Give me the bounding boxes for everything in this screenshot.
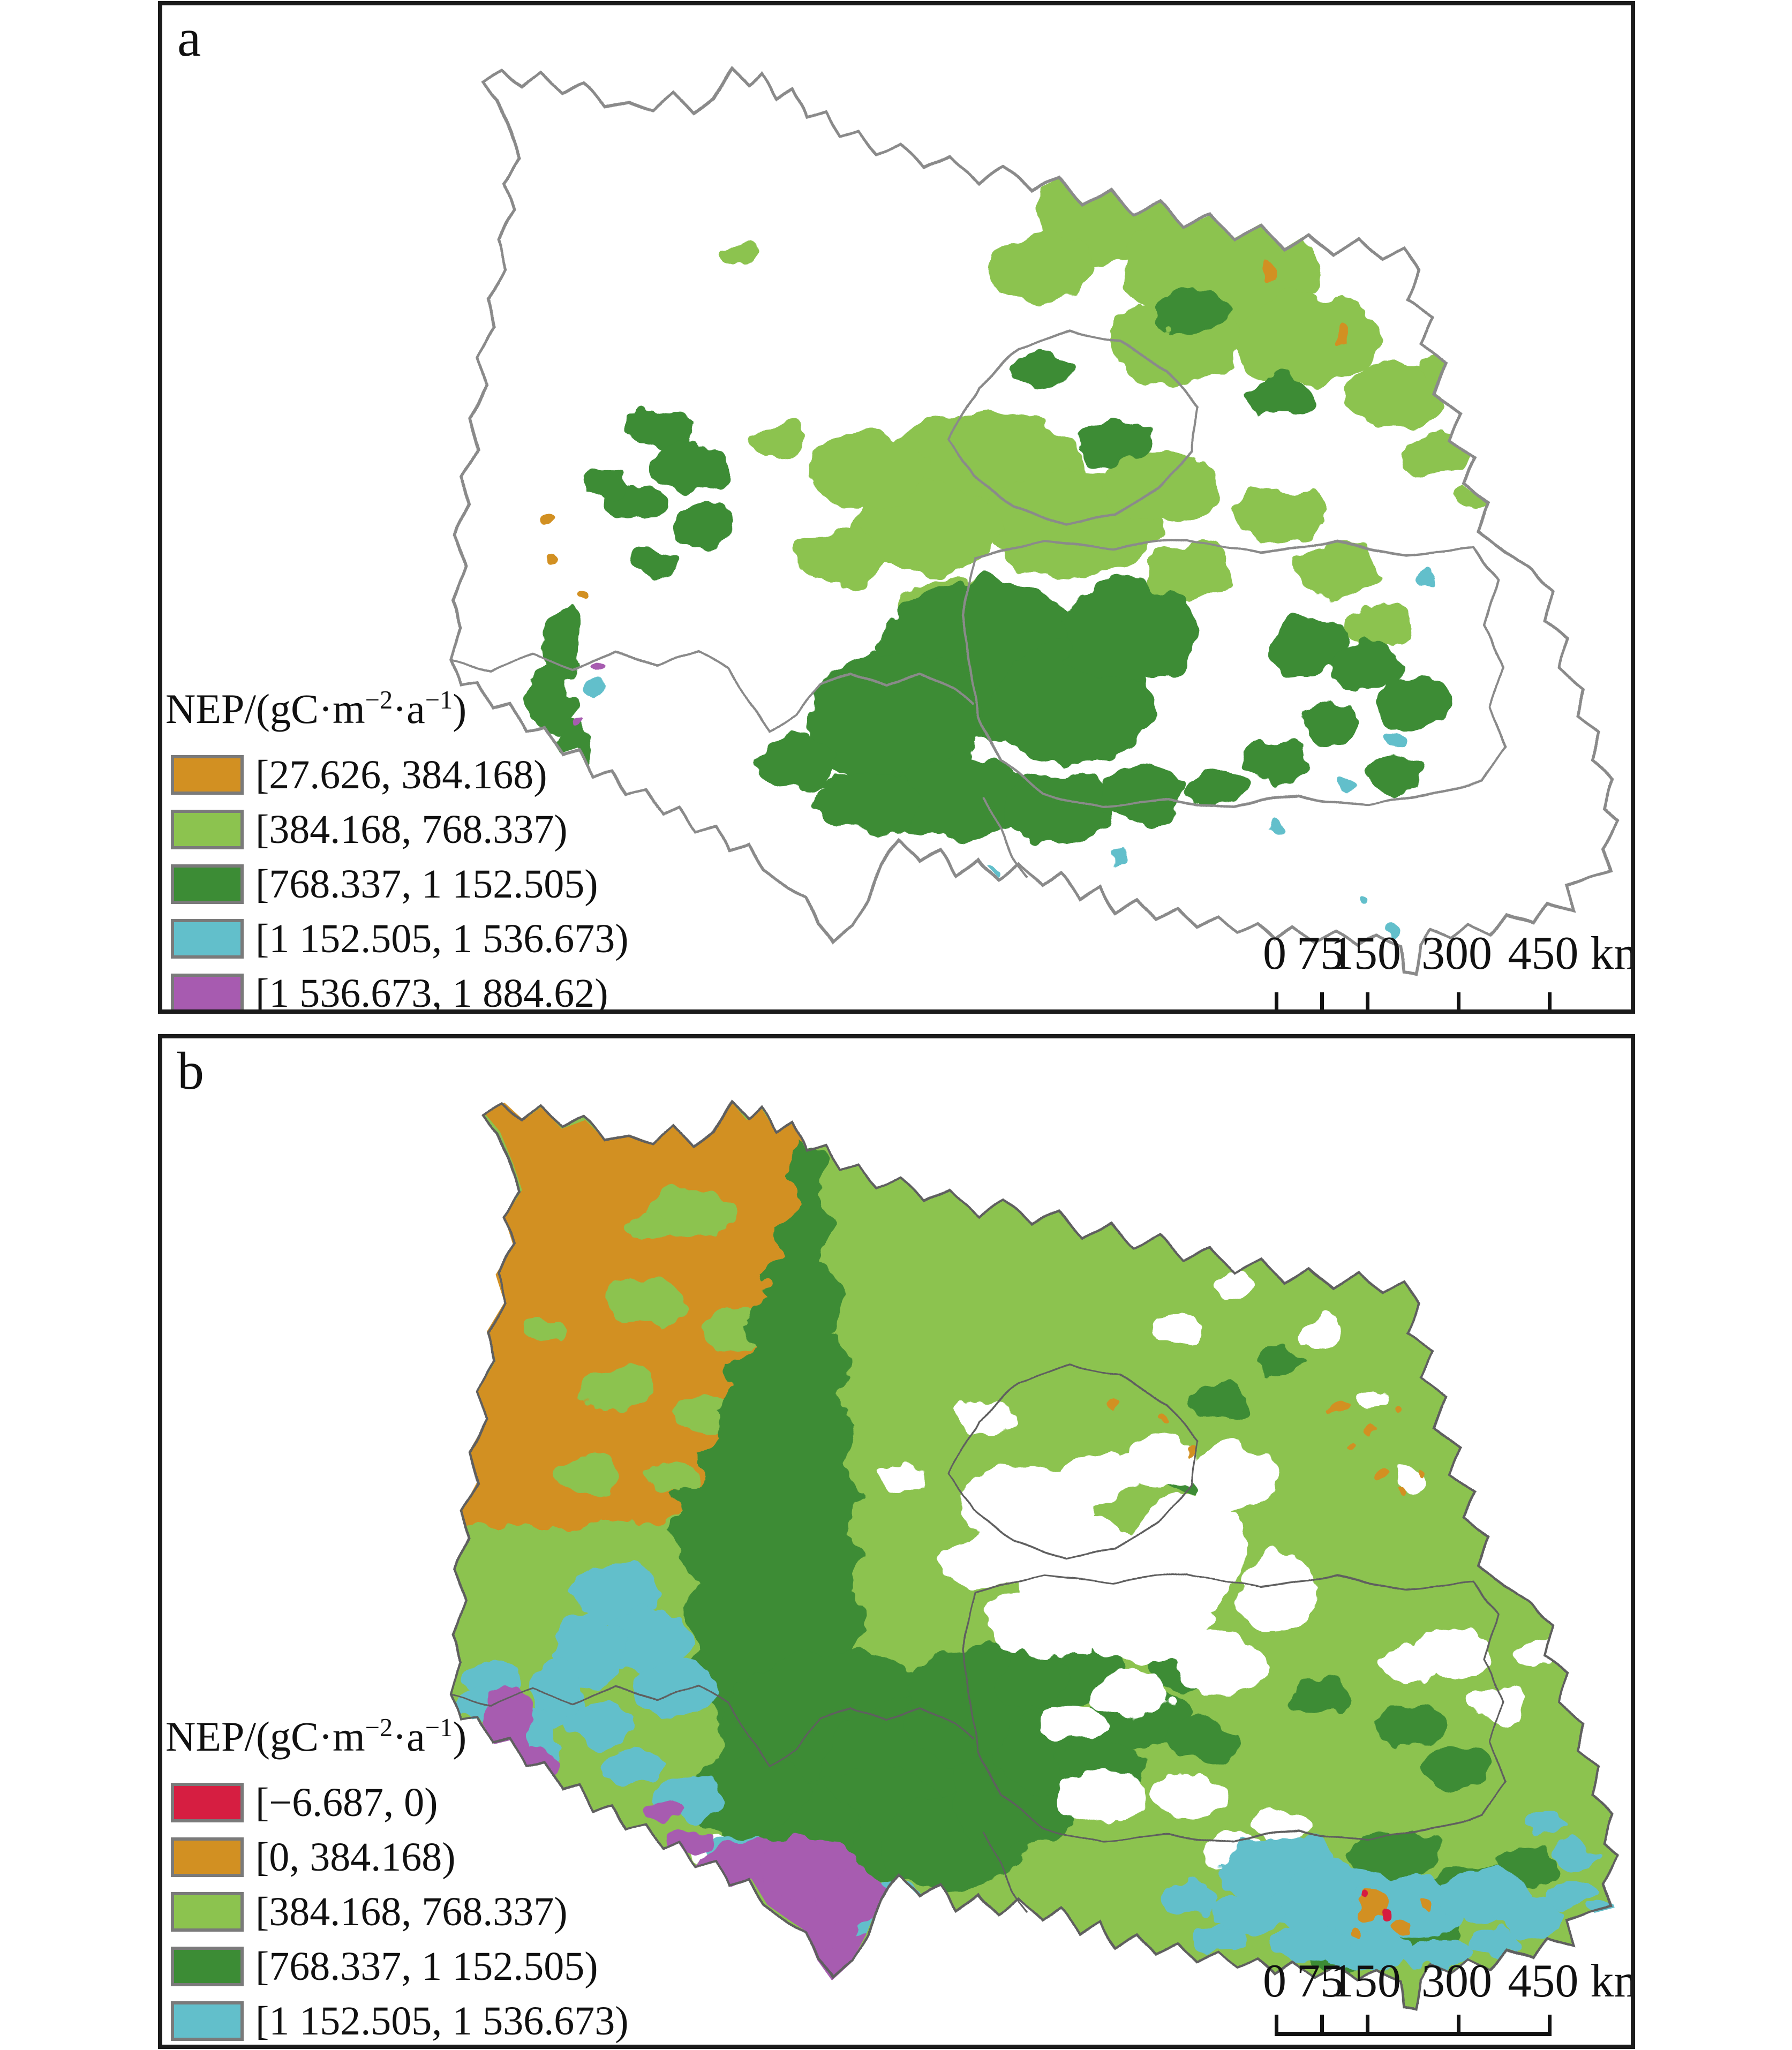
map-nep-vegetation xyxy=(162,1038,1631,2045)
panel-b: b NEP/(gC·m−2·a−1) [−6.687, 0) [0, 384.1… xyxy=(158,1034,1635,2049)
legend-item: [384.168, 768.337) xyxy=(165,1885,629,1939)
legend-title: NEP/(gC·m−2·a−1) xyxy=(165,1713,467,1760)
scale-label: 300 xyxy=(1421,928,1492,979)
scale-label: 450 km xyxy=(1508,1955,1631,2007)
legend-panel-b: NEP/(gC·m−2·a−1) [−6.687, 0) [0, 384.168… xyxy=(165,1702,629,2049)
scale-label: 75 xyxy=(1297,1955,1344,2007)
legend-item: [1 152.505, 1 536.673) xyxy=(165,1994,629,2045)
scale-label: 150 xyxy=(1330,928,1401,979)
legend-item: [384.168, 768.337) xyxy=(165,802,629,857)
legend-range: [1 152.505, 1 536.673) xyxy=(255,1998,629,2044)
legend-range: [1 536.673, 1 884.62) xyxy=(255,970,608,1014)
legend-item: [27.626, 384.168) xyxy=(165,748,629,802)
legend-item: [768.337, 1 152.505) xyxy=(165,857,629,911)
legend-swatch-cyan xyxy=(171,919,244,959)
legend-range: [768.337, 1 152.505) xyxy=(255,1943,598,1989)
scale-label: 450 km xyxy=(1508,928,1631,979)
scale-bar: 0 75 150 300 450 km xyxy=(1263,928,1631,1009)
scale-label: 0 xyxy=(1263,1955,1286,2007)
legend-item: [0, 384.168) xyxy=(165,1830,629,1885)
legend-swatch-dark-green xyxy=(171,1947,244,1986)
scale-label: 0 xyxy=(1263,928,1286,979)
legend-swatch-red xyxy=(171,1783,244,1822)
panel-label-a: a xyxy=(177,8,201,67)
legend-range: [768.337, 1 152.505) xyxy=(255,861,598,907)
map-nodata-white xyxy=(691,1261,1563,1874)
legend-range: [−6.687, 0) xyxy=(255,1780,438,1825)
legend-swatch-orange xyxy=(171,755,244,795)
map-nep-forest xyxy=(162,5,1631,1009)
legend-item: [1 536.673, 1 884.62) xyxy=(165,966,629,1014)
legend-range: [384.168, 768.337) xyxy=(255,807,568,852)
legend-range: [0, 384.168) xyxy=(255,1834,456,1880)
legend-swatch-light-green xyxy=(171,810,244,849)
legend-swatch-dark-green xyxy=(171,864,244,904)
panel-a: a NEP/(gC·m−2·a−1) [27.626, 384.168) [38… xyxy=(158,1,1635,1014)
map-red-specks xyxy=(1363,1896,1390,1919)
scale-bar-line xyxy=(1275,992,1552,1009)
legend-range: [27.626, 384.168) xyxy=(255,752,547,797)
scale-label: 75 xyxy=(1297,928,1344,979)
legend-range: [384.168, 768.337) xyxy=(255,1889,568,1934)
map-orange-specks xyxy=(1112,1398,1430,1939)
map-class-orange xyxy=(541,262,1353,605)
scale-label: 150 xyxy=(1330,1955,1401,2007)
legend-item: [1 152.505, 1 536.673) xyxy=(165,911,629,966)
legend-swatch-purple xyxy=(171,974,244,1009)
legend-swatch-orange xyxy=(171,1837,244,1877)
legend-item: [1 536.673, 1 920.842) xyxy=(165,2048,629,2049)
panel-label-b: b xyxy=(177,1041,204,1101)
scale-bar: 0 75 150 300 450 km xyxy=(1263,1955,1631,2043)
legend-swatch-light-green xyxy=(171,1892,244,1932)
scale-bar-line xyxy=(1275,2015,1552,2036)
legend-range: [1 152.505, 1 536.673) xyxy=(255,916,629,961)
legend-item: [−6.687, 0) xyxy=(165,1775,629,1830)
scale-label: 300 xyxy=(1421,1955,1492,2007)
map-class-dark-green xyxy=(529,289,1456,844)
legend-item: [768.337, 1 152.505) xyxy=(165,1939,629,1994)
legend-swatch-cyan xyxy=(171,2001,244,2041)
legend-title: NEP/(gC·m−2·a−1) xyxy=(165,685,467,732)
legend-panel-a: NEP/(gC·m−2·a−1) [27.626, 384.168) [384.… xyxy=(165,675,629,1014)
